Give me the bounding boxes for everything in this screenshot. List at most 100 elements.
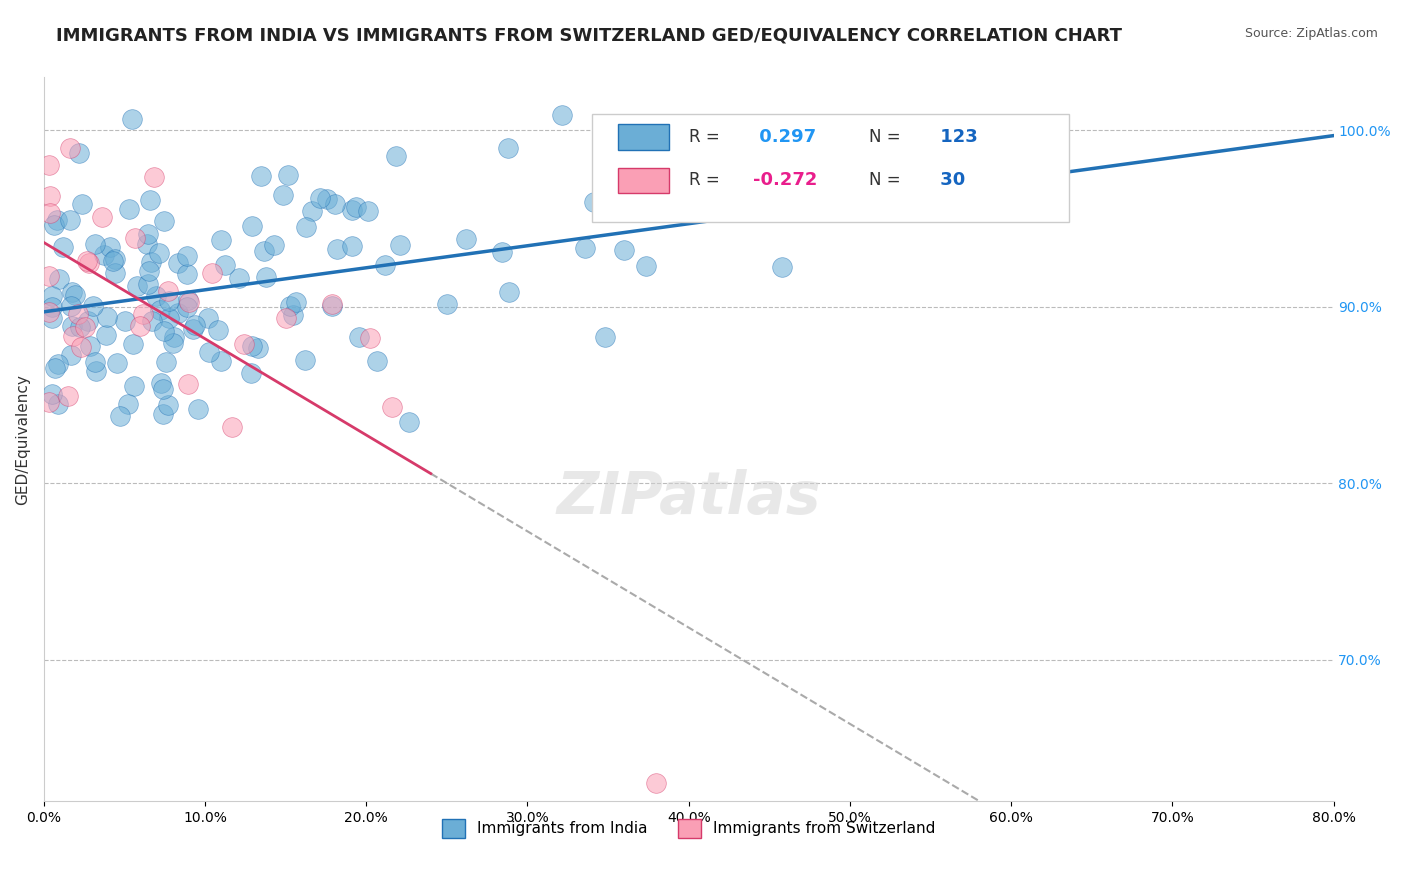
Point — [149, 376, 172, 390]
Point — [136, 227, 159, 241]
Point — [117, 397, 139, 411]
Point — [149, 303, 172, 318]
Point — [67, 307, 90, 321]
Point — [325, 242, 347, 256]
Point — [634, 259, 657, 273]
Point — [39, 206, 62, 220]
Point — [167, 256, 190, 270]
Point — [323, 196, 346, 211]
Text: ZIPatlas: ZIPatlas — [557, 468, 821, 525]
Point — [59, 213, 82, 227]
Point — [141, 254, 163, 268]
Point — [645, 776, 668, 790]
Point — [72, 197, 94, 211]
Point — [233, 336, 256, 351]
Point — [83, 355, 105, 369]
Point — [344, 201, 367, 215]
Point — [48, 272, 70, 286]
Point — [38, 305, 60, 319]
Point — [138, 264, 160, 278]
Point — [340, 202, 363, 217]
Point — [207, 323, 229, 337]
Point — [301, 203, 323, 218]
Point — [209, 354, 232, 368]
Point — [136, 277, 159, 291]
Point — [157, 294, 180, 309]
Text: 123: 123 — [934, 128, 977, 145]
Y-axis label: GED/Equivalency: GED/Equivalency — [15, 374, 30, 505]
Point — [583, 194, 606, 209]
Text: IMMIGRANTS FROM INDIA VS IMMIGRANTS FROM SWITZERLAND GED/EQUIVALENCY CORRELATION: IMMIGRANTS FROM INDIA VS IMMIGRANTS FROM… — [56, 27, 1122, 45]
Point — [163, 330, 186, 344]
Point — [340, 239, 363, 253]
Point — [197, 311, 219, 326]
Point — [278, 299, 301, 313]
Point — [436, 297, 458, 311]
Point — [153, 213, 176, 227]
Text: N =: N = — [869, 128, 905, 145]
Point — [152, 407, 174, 421]
Point — [69, 319, 91, 334]
Point — [129, 318, 152, 333]
Point — [183, 322, 205, 336]
Point — [359, 331, 381, 345]
Point — [263, 238, 285, 252]
Point — [177, 377, 200, 392]
Point — [295, 220, 318, 235]
Point — [84, 363, 107, 377]
Point — [48, 397, 70, 411]
Point — [498, 285, 520, 300]
Point — [309, 192, 332, 206]
FancyBboxPatch shape — [592, 113, 1069, 222]
Point — [550, 108, 572, 122]
Point — [104, 266, 127, 280]
Point — [156, 285, 179, 299]
Point — [41, 289, 63, 303]
Point — [389, 237, 412, 252]
Point — [96, 310, 118, 325]
Point — [179, 295, 201, 310]
Point — [187, 402, 209, 417]
Point — [44, 219, 66, 233]
Point — [162, 335, 184, 350]
Point — [136, 237, 159, 252]
Point — [321, 299, 343, 313]
Point — [254, 270, 277, 285]
Point — [176, 293, 198, 308]
Point — [46, 213, 69, 227]
Point — [321, 297, 343, 311]
Point — [281, 308, 304, 322]
Point — [153, 324, 176, 338]
Point — [209, 233, 232, 247]
Point — [357, 203, 380, 218]
Point — [253, 244, 276, 259]
Point — [250, 169, 273, 183]
Point — [60, 348, 83, 362]
Point — [681, 182, 703, 196]
Point — [240, 219, 263, 233]
Bar — [617, 125, 669, 150]
Point — [108, 409, 131, 423]
Point — [277, 168, 299, 182]
Point — [76, 254, 98, 268]
Point — [271, 187, 294, 202]
Point — [67, 146, 90, 161]
Point — [121, 112, 143, 126]
Point — [143, 170, 166, 185]
Point — [574, 241, 596, 255]
Point — [82, 299, 104, 313]
Point — [132, 307, 155, 321]
Point — [118, 202, 141, 216]
Point — [398, 415, 420, 429]
Point — [44, 361, 66, 376]
Point — [79, 338, 101, 352]
Point — [201, 266, 224, 280]
Point — [347, 330, 370, 344]
Point — [60, 318, 83, 333]
Point — [770, 260, 793, 274]
Point — [60, 285, 83, 300]
Point — [284, 294, 307, 309]
Point — [62, 329, 84, 343]
Point — [77, 256, 100, 270]
Text: 0.297: 0.297 — [754, 128, 817, 145]
